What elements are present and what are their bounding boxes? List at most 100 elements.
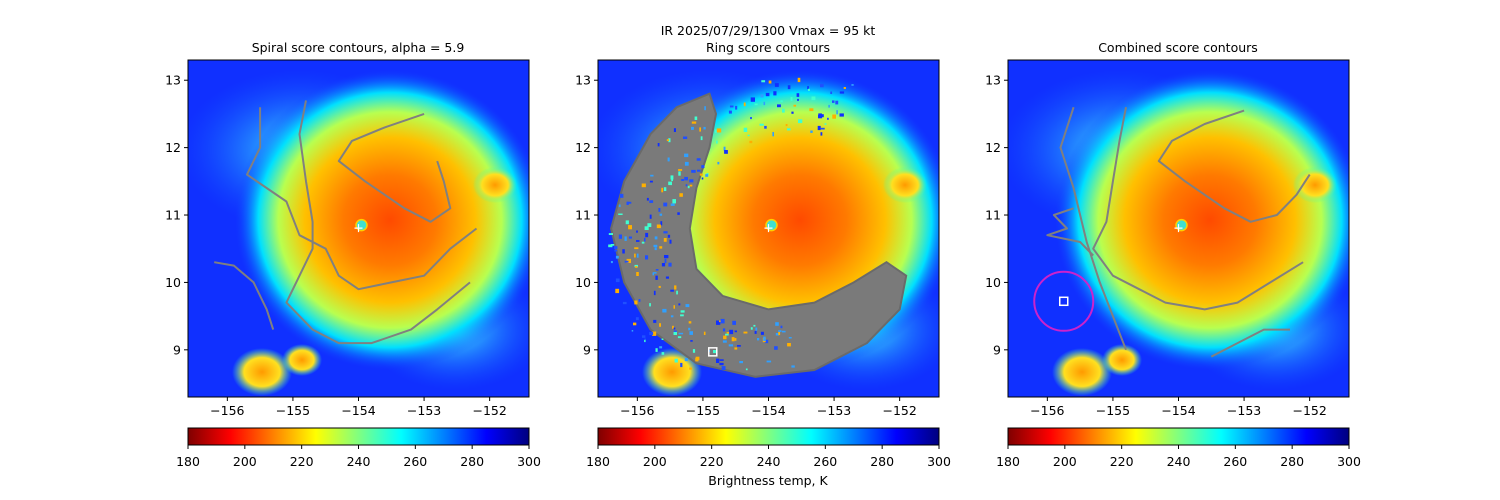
- axis-ticks: −156 −155 −154 −153 −152 9 10 11 12 13: [985, 73, 1327, 418]
- ring-speckle: [636, 253, 639, 258]
- ring-speckle: [649, 200, 654, 203]
- ring-speckle: [797, 98, 799, 101]
- x-tick-label: −154: [1161, 403, 1195, 418]
- ring-speckle: [644, 237, 646, 242]
- ring-speckle: [743, 102, 746, 107]
- ring-speckle: [700, 136, 703, 141]
- ir-image-spiral: [188, 60, 529, 397]
- colorbar-tick-label: 280: [460, 454, 484, 469]
- marker-layer: [1033, 218, 1188, 332]
- ring-speckle: [610, 244, 615, 246]
- ring-speckle: [692, 349, 696, 353]
- ring-speckle: [787, 128, 791, 131]
- ring-speckle: [689, 367, 692, 370]
- ring-speckle: [798, 119, 803, 124]
- ring-speckle: [647, 223, 652, 227]
- ring-speckle: [787, 343, 791, 347]
- ring-speckle: [658, 285, 661, 288]
- ring-speckle: [659, 323, 661, 327]
- ring-speckle: [618, 213, 623, 215]
- ring-speckle: [696, 158, 701, 161]
- ring-speckle: [810, 130, 813, 133]
- ring-speckle: [763, 336, 766, 341]
- ring-speckle: [652, 331, 657, 336]
- ring-speckle: [694, 116, 698, 120]
- ring-speckle: [788, 337, 792, 339]
- ring-speckle: [649, 331, 654, 336]
- ring-speckle: [646, 197, 649, 201]
- y-tick-label: 12: [575, 140, 591, 155]
- y-tick-label: 13: [985, 73, 1001, 88]
- ring-speckle: [645, 255, 649, 260]
- ring-speckle: [836, 110, 838, 115]
- colorbar-tick-label: 300: [1337, 454, 1361, 469]
- ring-speckle: [626, 258, 631, 263]
- ring-speckle: [688, 327, 691, 331]
- ring-speckle: [699, 127, 701, 132]
- ring-speckle: [625, 220, 629, 225]
- ring-speckle: [754, 330, 757, 334]
- ring-speckle: [719, 320, 721, 323]
- ring-speckle: [734, 338, 737, 341]
- ring-speckle: [636, 272, 639, 276]
- ring-speckle: [608, 244, 613, 248]
- ring-speckle: [653, 244, 658, 248]
- y-tick-label: 12: [165, 140, 181, 155]
- y-tick-label: 11: [575, 208, 591, 223]
- y-tick-label: 10: [165, 275, 181, 290]
- panel-title-combined: Combined score contours: [1098, 40, 1258, 55]
- ring-speckle: [716, 358, 720, 363]
- storm-cloud-shield: [235, 70, 529, 370]
- ring-speckle: [649, 214, 652, 219]
- ring-speckle: [622, 249, 625, 254]
- ring-speckle: [624, 236, 627, 241]
- ring-speckle: [660, 221, 663, 226]
- colorbar-gradient: [1007, 427, 1350, 446]
- ring-speckle: [634, 300, 638, 305]
- y-tick-label: 13: [165, 73, 181, 88]
- x-tick-label: −152: [472, 403, 506, 418]
- ring-speckle: [726, 332, 730, 334]
- ring-speckle: [677, 336, 682, 339]
- ring-speckle: [685, 304, 690, 308]
- colorbar-ring: 180 200 220 240 260 280 300 Brightness temp, K: [586, 427, 951, 488]
- ring-speckle: [778, 332, 781, 336]
- ring-speckle: [791, 111, 794, 114]
- ring-speckle: [684, 161, 689, 166]
- ring-speckle: [673, 305, 675, 309]
- ring-speckle: [830, 91, 833, 94]
- ring-speckle: [832, 100, 835, 103]
- ring-speckle: [743, 127, 748, 132]
- storm-eye: [355, 218, 368, 232]
- ring-speckle: [678, 303, 681, 306]
- ring-speckle: [839, 113, 844, 117]
- ring-speckle: [720, 318, 725, 324]
- colorbar-tick-label: 240: [1167, 454, 1191, 469]
- panel-combined: Combined score contours −156 −155 −154 −153…: [985, 40, 1350, 418]
- ring-speckle: [672, 325, 674, 329]
- ring-speckle: [663, 231, 668, 234]
- ring-speckle: [635, 266, 638, 268]
- marker-layer: [354, 218, 368, 233]
- ring-speckle: [680, 314, 684, 317]
- ring-speckle: [724, 150, 728, 154]
- colorbar-tick-label: 180: [996, 454, 1020, 469]
- ring-speckle: [628, 225, 632, 230]
- ring-speckle: [768, 80, 772, 84]
- ring-speckle: [673, 330, 677, 333]
- ring-speckle: [689, 331, 693, 335]
- ring-speckle: [722, 328, 726, 332]
- ring-speckle: [658, 208, 661, 212]
- ring-speckle: [820, 127, 825, 130]
- ring-speckle: [782, 108, 785, 113]
- ring-speckle: [638, 299, 641, 302]
- ring-speckle: [703, 126, 706, 130]
- ring-speckle: [827, 117, 829, 120]
- ring-speckle: [652, 272, 654, 276]
- ring-speckle: [735, 105, 738, 110]
- ring-speckle: [674, 358, 678, 363]
- ring-speckle: [654, 247, 657, 251]
- ring-speckle: [626, 201, 629, 205]
- storm-eye: [765, 218, 778, 232]
- x-tick-label: −154: [341, 403, 375, 418]
